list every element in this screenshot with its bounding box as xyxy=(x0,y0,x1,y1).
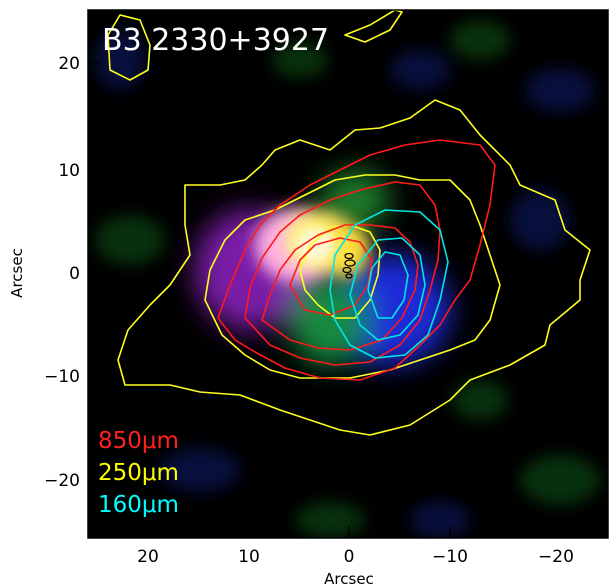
y-tick-label: −10 xyxy=(44,367,80,387)
contours-radio xyxy=(342,252,356,279)
sky-image xyxy=(88,10,608,538)
legend: 850μm 250μm 160μm xyxy=(98,428,179,518)
plot-frame xyxy=(87,9,609,539)
contours-250um xyxy=(107,10,591,436)
contours-160um xyxy=(329,209,449,359)
source-title: B3 2330+3927 xyxy=(102,23,329,58)
x-tick-label: −10 xyxy=(432,547,468,567)
legend-160um: 160μm xyxy=(98,492,179,518)
x-tick-label: −20 xyxy=(538,547,574,567)
legend-850um: 850μm xyxy=(98,428,179,454)
y-tick-label: 20 xyxy=(58,54,80,74)
x-tick-labels: 20 10 0 −10 −20 xyxy=(137,547,574,567)
x-tick-label: 0 xyxy=(344,547,355,567)
y-tick-labels: 20 10 0 −10 −20 xyxy=(44,54,80,491)
x-tick-label: 10 xyxy=(238,547,260,567)
tick-marks xyxy=(88,62,551,538)
y-axis-label: Arcsec xyxy=(8,248,26,298)
contours-850um xyxy=(217,139,496,381)
x-axis-label: Arcsec xyxy=(324,570,374,588)
x-tick-label: 20 xyxy=(137,547,159,567)
y-tick-label: 0 xyxy=(69,264,80,284)
legend-250um: 250μm xyxy=(98,460,179,486)
y-tick-label: 10 xyxy=(58,161,80,181)
y-tick-label: −20 xyxy=(44,471,80,491)
